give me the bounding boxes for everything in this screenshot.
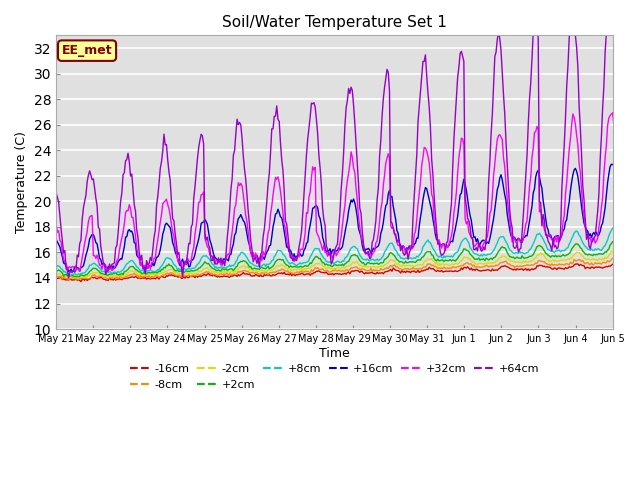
-8cm [414,266,422,272]
+32cm [386,156,394,161]
+8cm [386,241,394,247]
+8cm [593,247,600,252]
-8cm [593,261,600,266]
+64cm [238,135,246,141]
-16cm [611,260,619,265]
+16cm [414,235,422,241]
+64cm [386,88,394,94]
-16cm [386,267,394,273]
Line: -8cm: -8cm [56,257,640,279]
+32cm [304,210,312,216]
+64cm [65,275,72,281]
+16cm [593,229,600,235]
-8cm [52,274,60,279]
Line: +16cm: +16cm [56,159,640,272]
Text: EE_met: EE_met [61,44,113,57]
-2cm [386,258,394,264]
+64cm [490,83,497,88]
-8cm [65,276,72,282]
+64cm [414,119,422,125]
+32cm [414,202,422,208]
+32cm [103,268,111,274]
-2cm [52,272,60,277]
+16cm [490,216,497,222]
+16cm [386,187,394,193]
-16cm [52,275,60,281]
+32cm [593,238,600,244]
+32cm [490,172,497,178]
+64cm [52,190,60,196]
-16cm [490,267,497,273]
+2cm [414,257,422,263]
+32cm [238,183,246,189]
+32cm [52,222,60,228]
Line: -2cm: -2cm [56,250,640,278]
-8cm [304,268,312,274]
-16cm [414,267,422,273]
-8cm [386,264,394,269]
-16cm [593,264,600,270]
+16cm [304,239,312,245]
+2cm [304,263,312,269]
-16cm [238,271,246,277]
+8cm [52,262,60,267]
+16cm [238,215,246,220]
-2cm [238,264,246,270]
Legend: -16cm, -8cm, -2cm, +2cm, +8cm, +16cm, +32cm, +64cm: -16cm, -8cm, -2cm, +2cm, +8cm, +16cm, +3… [125,360,543,394]
+8cm [414,254,422,260]
Line: -16cm: -16cm [56,263,640,282]
+16cm [52,237,60,242]
+2cm [386,251,394,256]
Line: +2cm: +2cm [56,240,640,276]
-2cm [304,266,312,272]
+16cm [68,269,76,275]
+8cm [66,273,74,278]
-2cm [593,256,600,262]
+8cm [490,247,497,253]
Line: +64cm: +64cm [56,0,640,278]
-16cm [304,271,312,277]
+2cm [593,252,600,257]
+2cm [75,274,83,279]
-16cm [77,279,84,285]
Title: Soil/Water Temperature Set 1: Soil/Water Temperature Set 1 [222,15,447,30]
-2cm [65,275,72,281]
+8cm [238,249,246,255]
Line: +32cm: +32cm [56,105,640,271]
+2cm [52,267,60,273]
+2cm [490,255,497,261]
Y-axis label: Temperature (C): Temperature (C) [15,131,28,233]
-8cm [490,264,497,269]
Line: +8cm: +8cm [56,227,640,276]
+2cm [238,259,246,264]
-2cm [414,262,422,268]
-8cm [238,268,246,274]
+64cm [304,136,312,142]
+8cm [304,259,312,264]
-2cm [490,260,497,265]
X-axis label: Time: Time [319,347,350,360]
+64cm [593,221,600,227]
